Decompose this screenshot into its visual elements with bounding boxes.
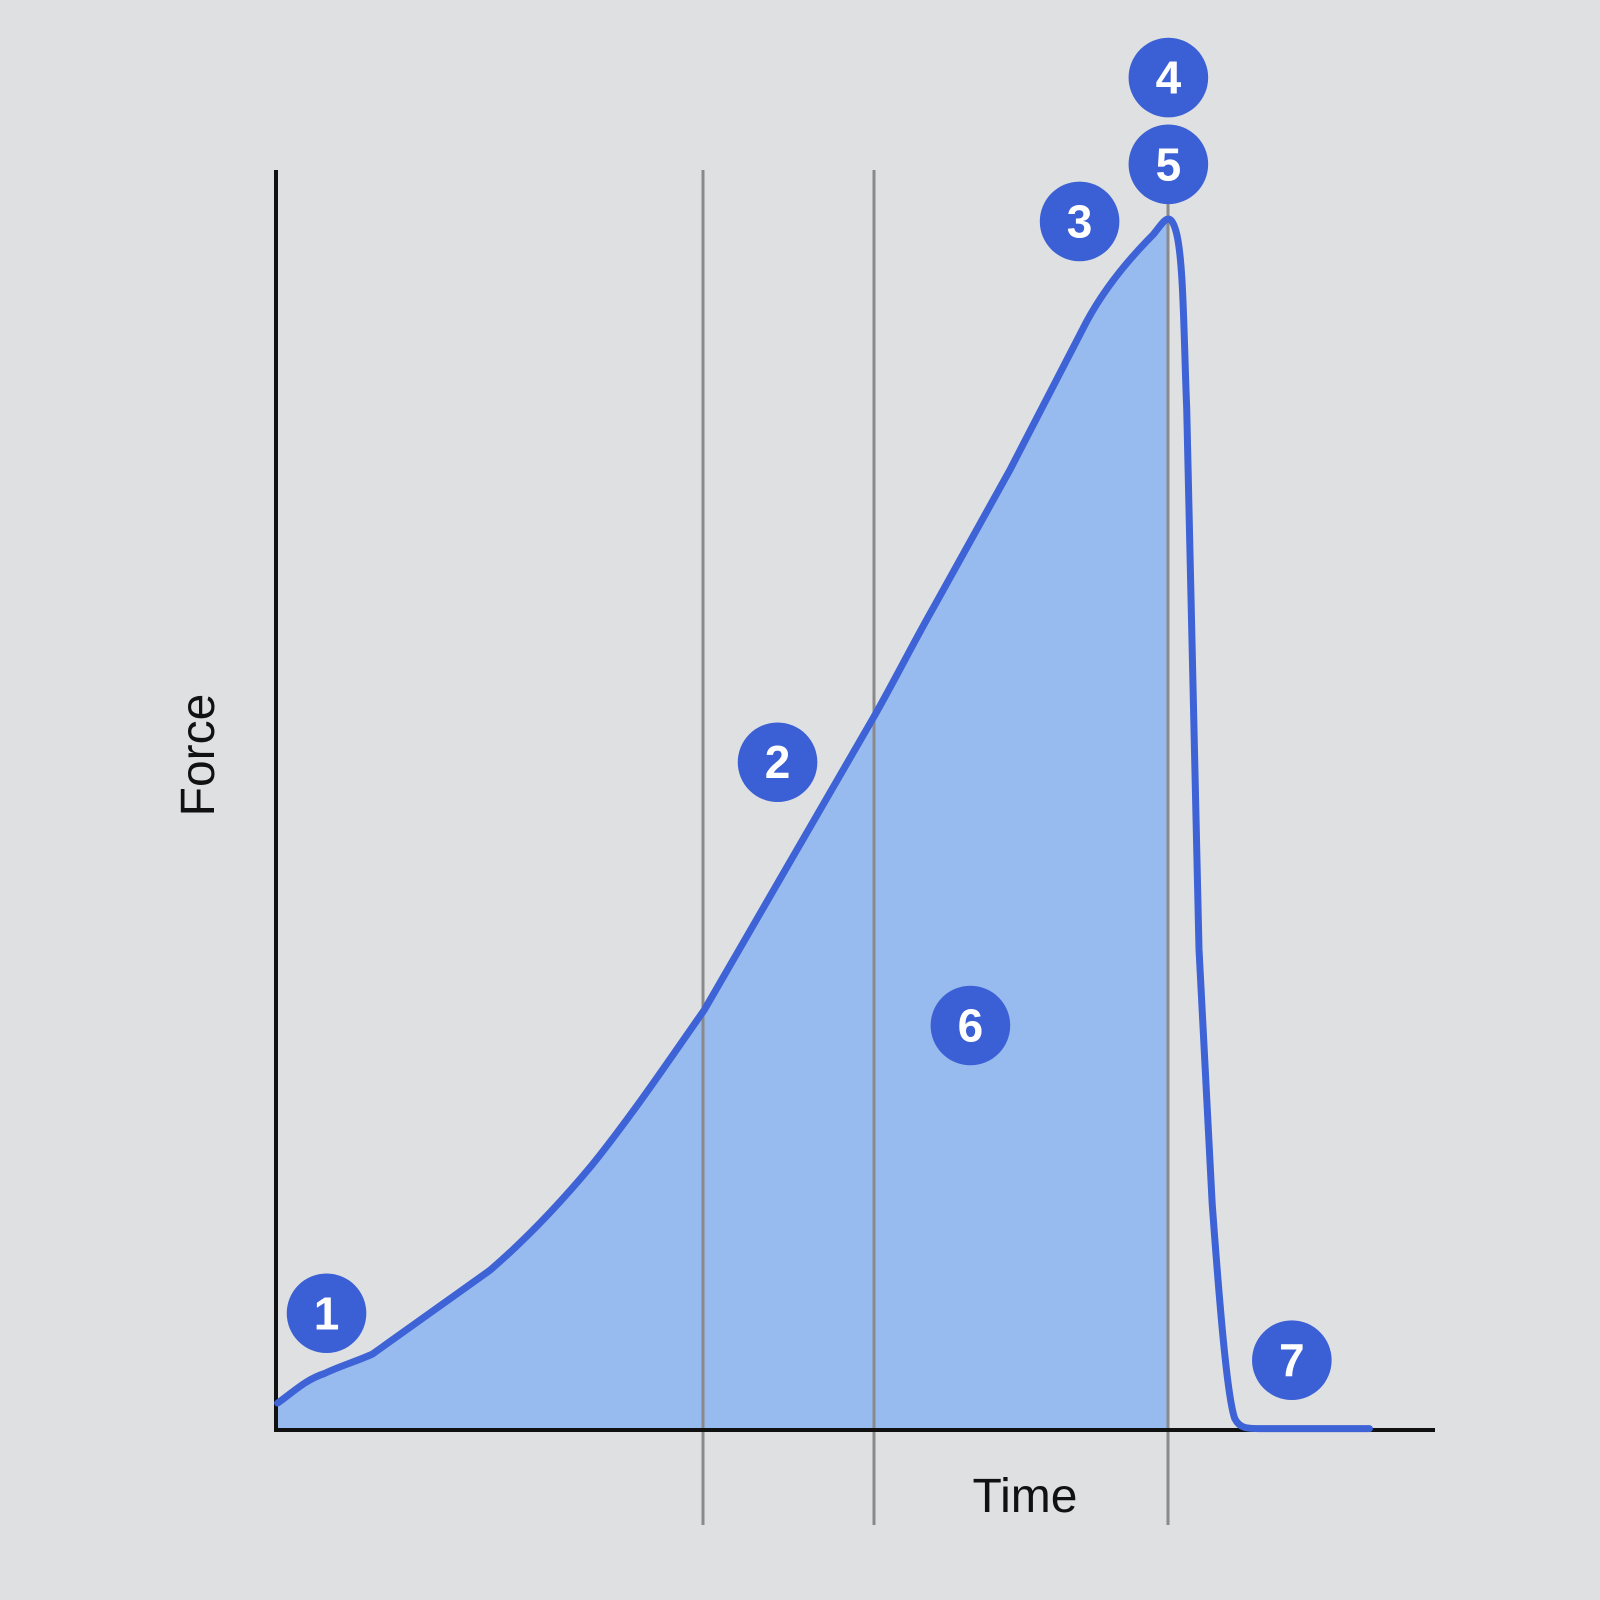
marker-6: 6 xyxy=(930,985,1011,1066)
marker-3: 3 xyxy=(1039,181,1120,262)
impulse-area xyxy=(277,219,1169,1431)
marker-number: 5 xyxy=(1156,138,1182,190)
marker-2: 2 xyxy=(737,722,818,803)
marker-circle xyxy=(1128,124,1209,205)
marker-circle xyxy=(1128,37,1209,118)
marker-circle xyxy=(1252,1320,1332,1400)
marker-circle xyxy=(737,722,818,803)
marker-4: 4 xyxy=(1128,37,1209,118)
marker-5: 5 xyxy=(1128,124,1209,205)
y-axis-label: Force xyxy=(172,694,225,817)
marker-7: 7 xyxy=(1252,1320,1332,1400)
force-curve xyxy=(274,215,1373,1433)
x-axis-label: Time xyxy=(973,1470,1078,1523)
marker-number: 4 xyxy=(1156,52,1182,104)
marker-circle xyxy=(1039,181,1120,262)
marker-number: 6 xyxy=(958,1000,984,1052)
marker-circle xyxy=(930,985,1011,1066)
marker-number: 2 xyxy=(765,736,791,788)
marker-number: 1 xyxy=(314,1287,340,1339)
marker-1: 1 xyxy=(286,1273,367,1354)
marker-number: 3 xyxy=(1067,195,1093,247)
marker-circle xyxy=(286,1273,367,1354)
marker-number: 7 xyxy=(1279,1334,1305,1386)
